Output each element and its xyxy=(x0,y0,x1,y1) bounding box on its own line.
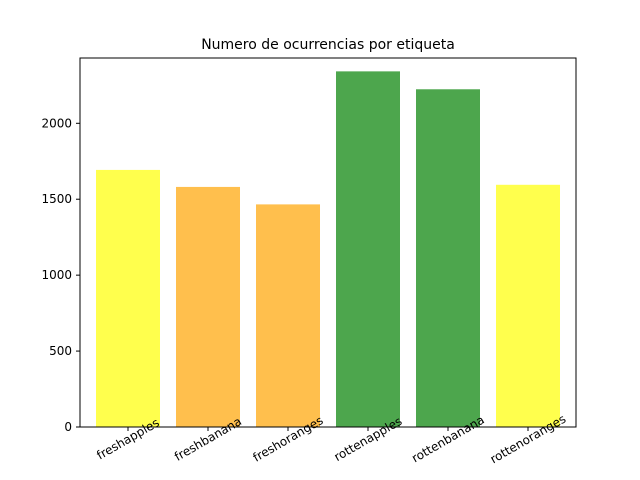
y-axis: 0 500 1000 1500 2000 xyxy=(41,116,80,434)
bar-rottenapples xyxy=(336,71,400,427)
y-tick-label: 1500 xyxy=(41,192,72,206)
chart-title: Numero de ocurrencias por etiqueta xyxy=(201,37,455,53)
bar-freshapples xyxy=(96,169,160,428)
bars-group xyxy=(96,71,560,428)
y-tick-label: 0 xyxy=(64,420,72,434)
bar-freshbanana xyxy=(176,186,240,427)
y-tick-label: 500 xyxy=(49,344,72,358)
plot-frame xyxy=(79,57,577,428)
bar-rottenbanana xyxy=(416,89,480,427)
bar-rottenoranges xyxy=(496,184,560,427)
bar-freshoranges xyxy=(256,204,320,427)
y-tick-label: 1000 xyxy=(41,268,72,282)
y-tick-label: 2000 xyxy=(41,116,72,130)
